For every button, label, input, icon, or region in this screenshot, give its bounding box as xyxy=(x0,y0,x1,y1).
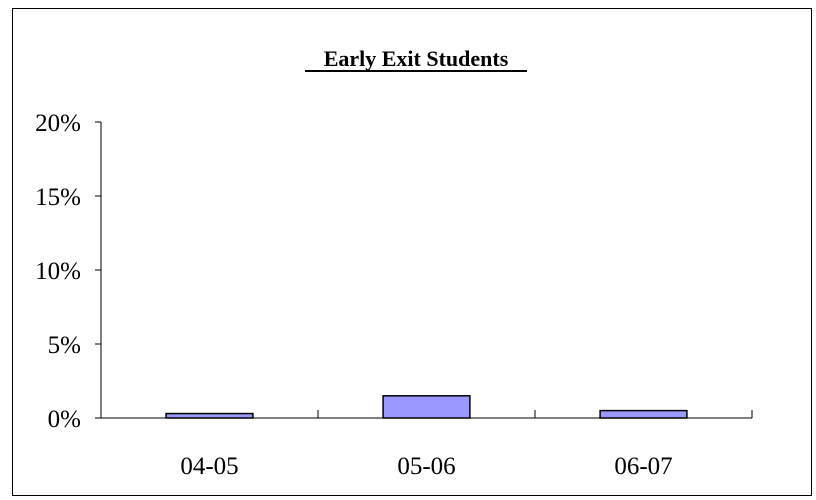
bars-group xyxy=(165,395,688,419)
y-tick-label: 15% xyxy=(35,184,81,211)
bar-06-07 xyxy=(599,409,688,419)
axes-group xyxy=(95,121,753,419)
x-tick-label: 05-06 xyxy=(397,453,455,480)
bar-04-05 xyxy=(165,412,254,419)
x-tick-label: 04-05 xyxy=(180,453,238,480)
y-tick-label: 10% xyxy=(35,258,81,285)
chart-title: Early Exit Students xyxy=(324,46,509,71)
bar-05-06 xyxy=(382,395,471,419)
y-tick-label: 0% xyxy=(48,406,81,433)
x-tick-label: 06-07 xyxy=(614,453,672,480)
y-tick-label: 20% xyxy=(35,110,81,137)
labels-group: 0% 5% 10% 15% 20% 04-05 05-06 06-07 xyxy=(35,110,672,480)
y-tick-label: 5% xyxy=(48,332,81,359)
